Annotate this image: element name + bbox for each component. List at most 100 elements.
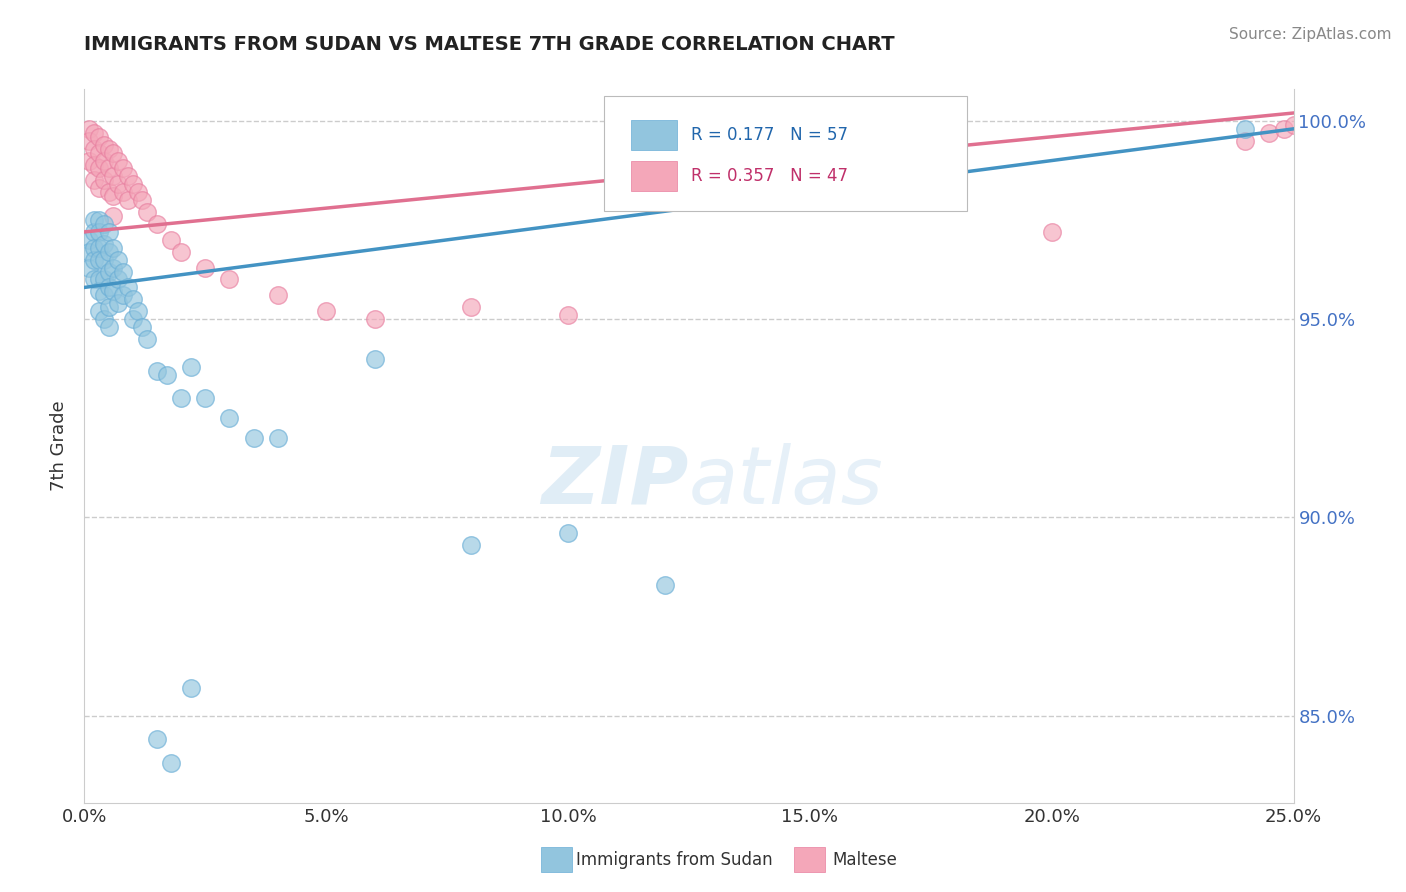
Point — [1292, 114, 1315, 128]
Point — [117, 193, 139, 207]
Point — [136, 205, 159, 219]
Point — [170, 392, 193, 406]
Point — [93, 288, 115, 302]
Point — [83, 157, 105, 171]
Point — [97, 186, 120, 200]
Point — [127, 186, 149, 200]
Point — [363, 312, 385, 326]
Point — [1282, 118, 1305, 132]
Y-axis label: 7th Grade: 7th Grade — [51, 401, 69, 491]
Point — [170, 244, 193, 259]
Point — [87, 225, 110, 239]
Point — [117, 280, 139, 294]
Point — [218, 411, 240, 425]
Point — [87, 181, 110, 195]
Point — [460, 538, 482, 552]
Point — [1234, 134, 1257, 148]
Point — [103, 260, 125, 275]
Point — [136, 332, 159, 346]
Point — [97, 244, 120, 259]
Point — [93, 137, 115, 152]
Point — [93, 173, 115, 187]
Point — [83, 126, 105, 140]
Text: R = 0.177   N = 57: R = 0.177 N = 57 — [692, 126, 848, 144]
Point — [315, 304, 337, 318]
Point — [103, 145, 125, 160]
Point — [87, 161, 110, 176]
Point — [107, 178, 129, 192]
Point — [97, 280, 120, 294]
Point — [1272, 121, 1295, 136]
Point — [77, 134, 100, 148]
Point — [93, 252, 115, 267]
Point — [121, 293, 143, 307]
Point — [107, 296, 129, 310]
Point — [103, 209, 125, 223]
Point — [121, 178, 143, 192]
Point — [83, 225, 105, 239]
Point — [127, 304, 149, 318]
Point — [194, 260, 217, 275]
Point — [107, 252, 129, 267]
Point — [160, 233, 183, 247]
Point — [87, 285, 110, 299]
Point — [242, 431, 264, 445]
Point — [97, 300, 120, 314]
Point — [460, 300, 482, 314]
Point — [83, 213, 105, 227]
Point — [83, 272, 105, 286]
Point — [180, 681, 202, 695]
Text: IMMIGRANTS FROM SUDAN VS MALTESE 7TH GRADE CORRELATION CHART: IMMIGRANTS FROM SUDAN VS MALTESE 7TH GRA… — [84, 35, 896, 54]
Point — [97, 320, 120, 334]
Point — [83, 173, 105, 187]
Point — [654, 578, 676, 592]
Point — [93, 236, 115, 251]
Point — [103, 285, 125, 299]
Point — [97, 142, 120, 156]
Point — [363, 351, 385, 366]
Bar — [631, 120, 676, 150]
Point — [160, 756, 183, 771]
Point — [557, 308, 579, 322]
Point — [103, 241, 125, 255]
Point — [77, 233, 100, 247]
Point — [155, 368, 177, 382]
Point — [131, 320, 153, 334]
Point — [103, 189, 125, 203]
Point — [1258, 126, 1281, 140]
Point — [557, 526, 579, 541]
Point — [112, 186, 135, 200]
Point — [77, 260, 100, 275]
Point — [107, 272, 129, 286]
Point — [97, 225, 120, 239]
Point — [146, 364, 169, 378]
Point — [121, 312, 143, 326]
Point — [77, 121, 100, 136]
Point — [131, 193, 153, 207]
Text: Immigrants from Sudan: Immigrants from Sudan — [576, 851, 773, 869]
Point — [97, 264, 120, 278]
Point — [267, 288, 290, 302]
Point — [83, 252, 105, 267]
Text: atlas: atlas — [689, 442, 884, 521]
Point — [107, 153, 129, 168]
Point — [146, 732, 169, 747]
Point — [83, 142, 105, 156]
Point — [180, 359, 202, 374]
Point — [146, 217, 169, 231]
Point — [218, 272, 240, 286]
Point — [87, 145, 110, 160]
Point — [112, 161, 135, 176]
Point — [194, 392, 217, 406]
Point — [1234, 121, 1257, 136]
Point — [97, 161, 120, 176]
Point — [267, 431, 290, 445]
Point — [83, 241, 105, 255]
Point — [87, 213, 110, 227]
Point — [77, 244, 100, 259]
Point — [93, 272, 115, 286]
Point — [93, 153, 115, 168]
Point — [77, 153, 100, 168]
Point — [117, 169, 139, 184]
Point — [93, 217, 115, 231]
